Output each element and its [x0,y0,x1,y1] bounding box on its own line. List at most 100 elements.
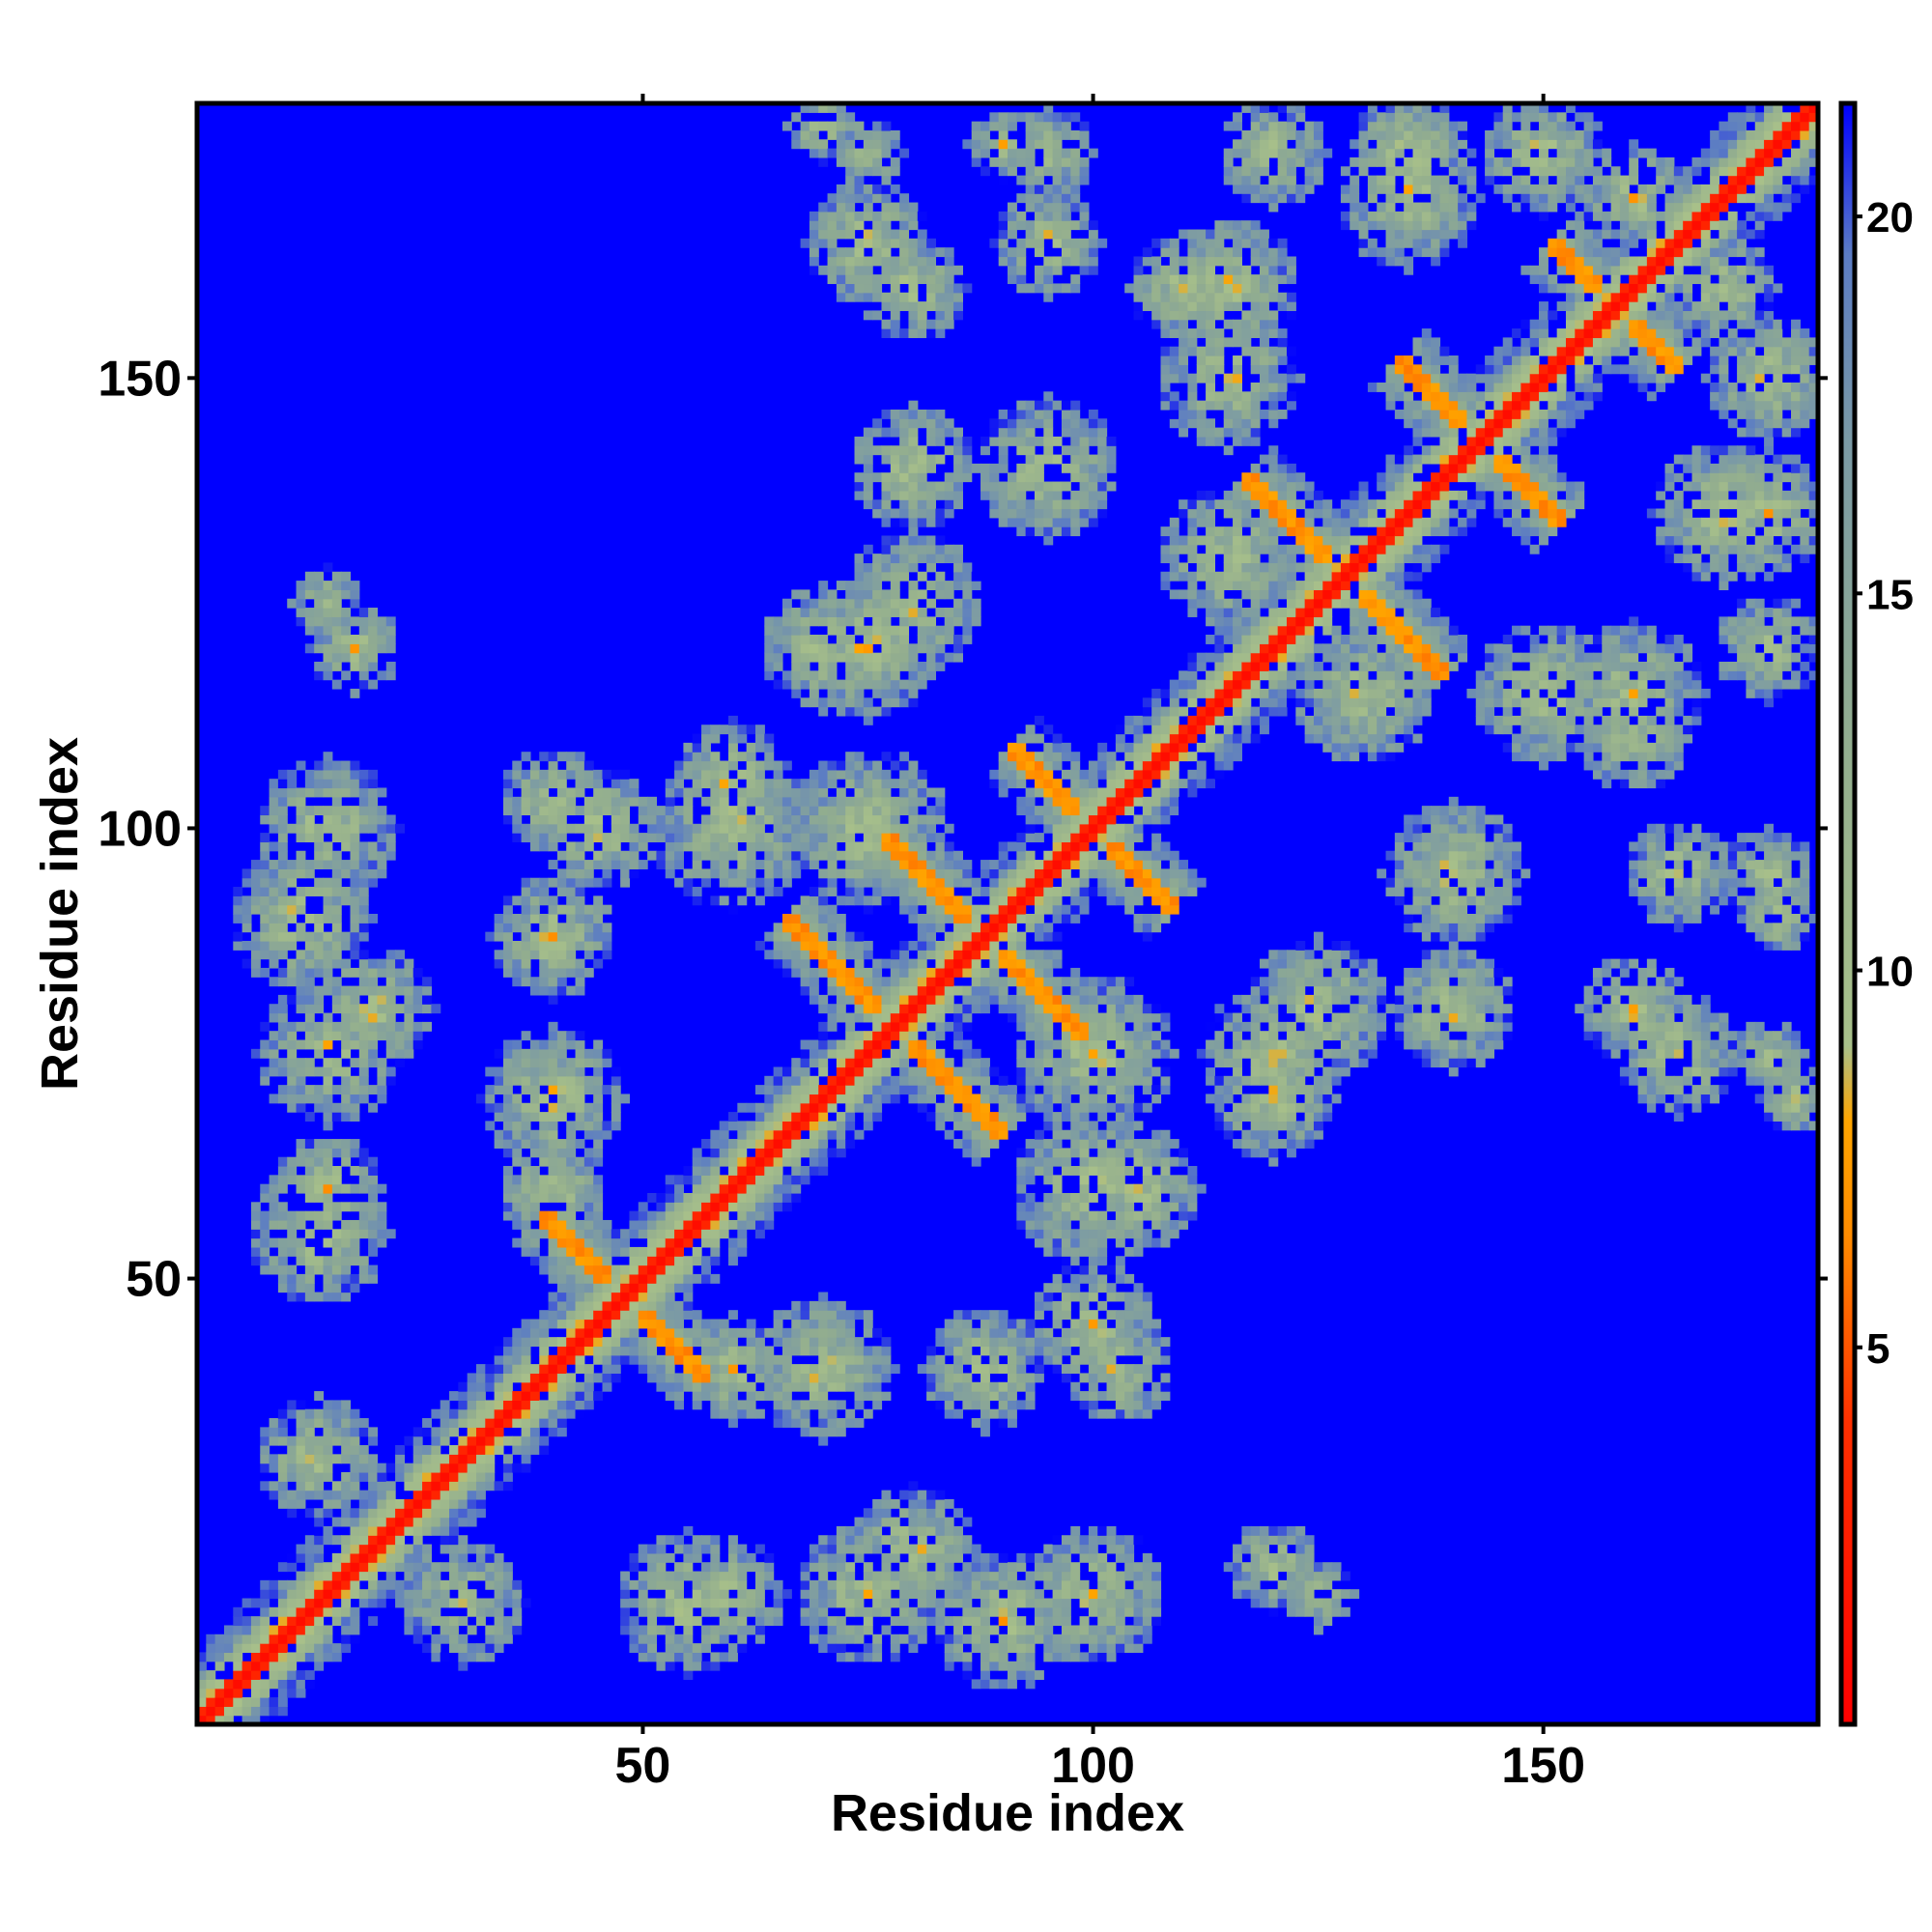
heatmap-cell [323,877,333,888]
heatmap-cell [809,220,819,231]
heatmap-cell [556,1039,567,1050]
heatmap-cell [701,1661,711,1671]
heatmap-cell [971,156,981,167]
heatmap-cell [890,319,900,329]
heatmap-cell [692,733,702,744]
heatmap-cell [323,1256,333,1266]
heatmap-cell [539,914,550,923]
heatmap-cell [854,193,865,204]
heatmap-cell [566,877,577,888]
heatmap-cell [512,1400,523,1410]
heatmap-cell [593,823,604,834]
heatmap-cell [304,940,315,951]
heatmap-cell [737,1121,748,1131]
heatmap-cell [638,1273,648,1284]
heatmap-cell [899,1562,910,1573]
heatmap-cell [746,1192,756,1203]
heatmap-cell [809,229,819,240]
heatmap-cell [953,1012,963,1023]
heatmap-cell [566,1166,577,1176]
heatmap-cell [556,1192,567,1203]
heatmap-cell [674,769,684,780]
heatmap-cell [719,1381,729,1392]
heatmap-cell [818,1544,829,1554]
heatmap-cell [214,1634,225,1644]
heatmap-cell [872,967,883,978]
heatmap-cell [566,1346,577,1356]
heatmap-cell [566,823,577,834]
heatmap-cell [935,796,946,807]
heatmap-cell [773,1148,783,1158]
heatmap-cell [197,1652,207,1662]
heatmap-cell [277,1634,288,1644]
heatmap-cell [341,1156,352,1167]
heatmap-cell [583,779,594,789]
heatmap-cell [583,1210,594,1221]
heatmap-cell [323,779,333,789]
heatmap-cell [800,1300,810,1311]
heatmap-cell [485,1094,496,1104]
heatmap-cell [521,1246,531,1257]
heatmap-cell [773,1075,783,1086]
heatmap-cell [521,1229,531,1239]
heatmap-cell [926,806,937,816]
heatmap-cell [431,1435,441,1446]
heatmap-cell [944,860,954,869]
heatmap-cell [890,1004,900,1014]
heatmap-cell [809,796,819,807]
heatmap-cell [521,1463,531,1473]
heatmap-cell [953,445,963,456]
heatmap-cell [575,1166,585,1176]
heatmap-cell [944,1589,954,1600]
heatmap-cell [809,1598,819,1608]
heatmap-cell [575,1058,585,1068]
heatmap-cell [233,1652,243,1662]
heatmap-cell [836,914,846,923]
heatmap-cell [935,1598,946,1608]
heatmap-cell [341,1237,352,1248]
heatmap-cell [971,1579,981,1590]
heatmap-cell [935,517,946,527]
heatmap-cell [872,121,883,131]
heatmap-cell [638,796,648,807]
heatmap-cell [368,1012,379,1023]
heatmap-cell [250,1237,261,1248]
heatmap-cell [385,1229,396,1239]
heatmap-cell [935,940,946,951]
heatmap-cell [629,860,639,869]
heatmap-cell [737,1408,748,1419]
heatmap-cell [449,1552,459,1563]
heatmap-cell [881,1364,892,1375]
heatmap-cell [494,1085,504,1095]
heatmap-cell [980,1589,990,1600]
heatmap-cell [926,1579,937,1590]
heatmap-cell [350,1445,360,1455]
heatmap-cell [539,1156,550,1167]
heatmap-cell [989,994,1000,1005]
heatmap-cell [836,1300,846,1311]
heatmap-cell [845,1021,856,1032]
heatmap-cell [593,1246,604,1257]
heatmap-cell [277,1183,288,1194]
heatmap-cell [431,1471,441,1482]
heatmap-cell [314,1219,325,1230]
heatmap-cell [566,1246,577,1257]
heatmap-cell [467,1373,477,1383]
heatmap-cell [548,1102,558,1113]
heatmap-cell [287,1058,298,1068]
heatmap-cell [647,1616,658,1627]
heatmap-cell [404,1625,414,1635]
heatmap-cell [277,868,288,879]
heatmap-cell [962,860,973,869]
heatmap-cell [701,1625,711,1635]
heatmap-cell [629,1598,639,1608]
heatmap-cell [341,994,352,1005]
heatmap-cell [746,1175,756,1185]
heatmap-cell [881,427,892,438]
heatmap-cell [754,1571,765,1581]
heatmap-cell [368,1435,379,1446]
heatmap-cell [458,1490,469,1500]
heatmap-cell [764,787,775,798]
heatmap-cell [845,1364,856,1375]
heatmap-cell [971,977,981,987]
